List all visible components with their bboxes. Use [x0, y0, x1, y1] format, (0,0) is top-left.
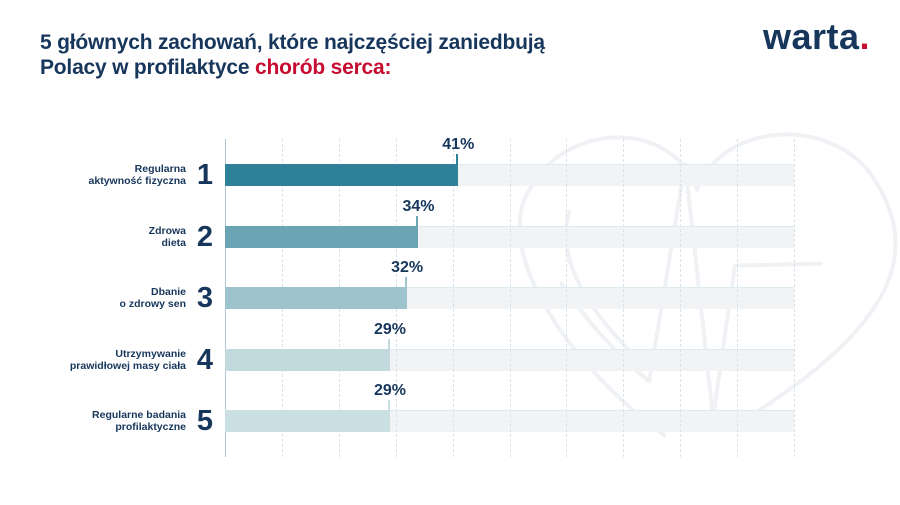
warta-logo-text: warta	[762, 16, 860, 57]
page-title-line1: 5 głównych zachowań, które najczęściej z…	[40, 31, 545, 54]
category-label-text: Regularne badania profilaktyczne	[92, 408, 186, 434]
category-label-text: Utrzymywanie prawidłowej masy ciała	[69, 347, 186, 373]
gridline	[794, 139, 795, 457]
warta-logo-dot: .	[859, 16, 870, 57]
value-label: 41%	[442, 136, 475, 153]
warta-logo: warta.	[763, 18, 870, 56]
bar-row: Utrzymywanie prawidłowej masy ciała 4 29%	[0, 321, 900, 376]
value-label: 34%	[402, 198, 435, 215]
bar-row: Dbanie o zdrowy sen 3 32%	[0, 259, 900, 314]
category-label: Regularne badania profilaktyczne	[0, 408, 186, 434]
category-label-text: Zdrowa dieta	[148, 224, 186, 250]
rank-number: 4	[196, 343, 214, 376]
bar-row: Zdrowa dieta 2 34%	[0, 198, 900, 253]
page-title-line2-prefix: Polacy w profilaktyce	[40, 56, 256, 79]
category-label: Utrzymywanie prawidłowej masy ciała	[0, 347, 186, 373]
gridline	[737, 139, 739, 457]
bar	[225, 349, 390, 371]
gridline	[680, 139, 682, 457]
category-label-text: Regularna aktywność fizyczna	[88, 162, 186, 188]
bar	[225, 410, 390, 432]
value-tick-mark	[405, 277, 408, 287]
value-tick-mark	[416, 216, 419, 226]
page-title-highlight: chorób serca:	[255, 56, 392, 79]
category-label-text: Dbanie o zdrowy sen	[119, 285, 186, 311]
value-tick-mark	[388, 339, 390, 349]
gridline	[509, 139, 511, 457]
bar-row: Regularne badania profilaktyczne 5 29%	[0, 382, 900, 437]
bar-row: Regularna aktywność fizyczna 1 41%	[0, 136, 900, 191]
page-title-line2: Polacy w profilaktyce chorób serca:	[40, 55, 545, 80]
gridline	[452, 139, 454, 457]
rank-number: 5	[196, 404, 214, 437]
value-label: 32%	[391, 259, 424, 276]
category-label: Regularna aktywność fizyczna	[0, 162, 186, 188]
gridline	[623, 139, 625, 457]
value-label: 29%	[373, 382, 407, 399]
value-tick-mark	[456, 154, 459, 164]
rank-number: 1	[196, 158, 214, 191]
bar	[225, 164, 459, 186]
category-label: Dbanie o zdrowy sen	[0, 285, 186, 311]
page-title: 5 głównych zachowań, które najczęściej z…	[40, 30, 545, 80]
gridline	[566, 139, 568, 457]
rank-number: 2	[196, 220, 214, 253]
value-label: 29%	[373, 321, 407, 338]
bar	[225, 226, 419, 248]
value-tick-mark	[388, 400, 390, 410]
rank-number: 3	[196, 281, 214, 314]
bar	[225, 287, 408, 309]
category-label: Zdrowa dieta	[0, 224, 186, 250]
